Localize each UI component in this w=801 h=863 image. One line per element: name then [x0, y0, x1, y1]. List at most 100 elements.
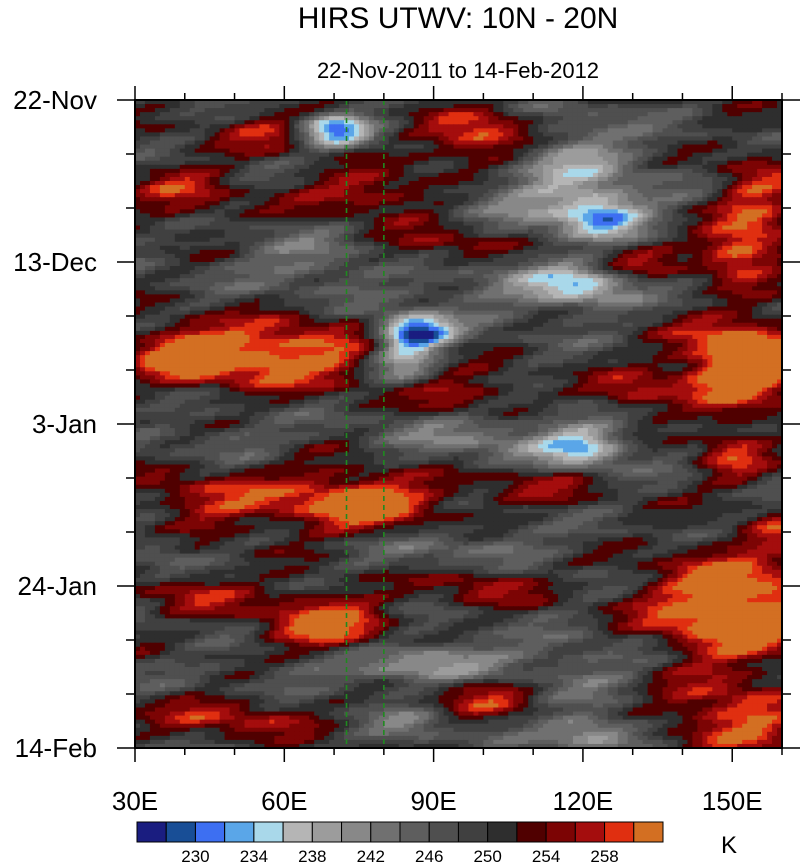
heatmap-cell [632, 229, 639, 235]
heatmap-cell [443, 237, 450, 243]
heatmap-cell [179, 144, 186, 150]
heatmap-cell [777, 237, 783, 243]
heatmap-cell [319, 172, 325, 178]
heatmap-cell [592, 148, 599, 154]
heatmap-cell [627, 160, 634, 166]
heatmap-cell [737, 185, 743, 190]
heatmap-cell [144, 253, 151, 259]
heatmap-cell [682, 176, 689, 182]
heatmap-cell [194, 100, 201, 105]
heatmap-cell [757, 132, 763, 138]
heatmap-cell [403, 225, 410, 231]
heatmap-cell [229, 225, 236, 231]
heatmap-cell [458, 213, 465, 219]
heatmap-cell [632, 156, 639, 162]
heatmap-cell [493, 225, 499, 231]
heatmap-cell [448, 176, 455, 182]
heatmap-cell [503, 181, 509, 186]
heatmap-cell [279, 164, 285, 170]
heatmap-cell [712, 245, 718, 251]
heatmap-cell [742, 176, 748, 182]
heatmap-cell [279, 245, 285, 251]
heatmap-cell [383, 104, 390, 109]
heatmap-cell [254, 205, 261, 210]
heatmap-cell [503, 148, 509, 154]
heatmap-cell [393, 245, 400, 251]
heatmap-cell [572, 205, 579, 210]
heatmap-cell [363, 237, 370, 243]
heatmap-cell [478, 128, 484, 133]
heatmap-cell [214, 197, 221, 202]
heatmap-cell [174, 205, 181, 210]
heatmap-cell [423, 233, 430, 239]
heatmap-cell [607, 197, 614, 202]
heatmap-cell [488, 193, 494, 198]
heatmap-cell [777, 168, 783, 174]
heatmap-cell [398, 172, 405, 178]
heatmap-cell [249, 233, 256, 239]
heatmap-cell [363, 245, 370, 251]
heatmap-cell [368, 209, 375, 214]
heatmap-cell [259, 124, 265, 129]
heatmap-cell [632, 221, 639, 227]
heatmap-cell [264, 241, 270, 247]
heatmap-cell [443, 156, 450, 162]
heatmap-cell [254, 112, 261, 117]
heatmap-cell [135, 172, 141, 178]
heatmap-cell [742, 148, 748, 154]
heatmap-cell [747, 164, 753, 170]
heatmap-cell [478, 193, 484, 198]
heatmap-cell [762, 181, 768, 186]
heatmap-cell [239, 205, 246, 210]
heatmap-cell [438, 213, 445, 219]
heatmap-cell [612, 181, 619, 186]
heatmap-cell [398, 112, 405, 117]
heatmap-cell [368, 193, 375, 198]
heatmap-cell [488, 108, 494, 113]
heatmap-cell [209, 148, 216, 154]
heatmap-cell [189, 249, 196, 255]
heatmap-cell [179, 140, 186, 146]
heatmap-cell [254, 104, 261, 109]
heatmap-cell [582, 148, 589, 154]
heatmap-cell [249, 144, 256, 150]
heatmap-cell [572, 233, 579, 239]
heatmap-cell [443, 132, 450, 138]
heatmap-cell [558, 189, 564, 194]
heatmap-cell [334, 108, 340, 113]
heatmap-cell [363, 249, 370, 255]
heatmap-cell [558, 245, 564, 251]
heatmap-cell [682, 181, 689, 186]
heatmap-cell [662, 237, 669, 243]
heatmap-cell [677, 181, 684, 186]
heatmap-cell [702, 237, 708, 243]
heatmap-cell [493, 160, 499, 166]
heatmap-cell [592, 245, 599, 251]
heatmap-cell [717, 168, 723, 174]
heatmap-cell [528, 181, 534, 186]
heatmap-cell [508, 172, 514, 178]
heatmap-cell [428, 152, 435, 158]
heatmap-cell [423, 249, 430, 255]
heatmap-cell [358, 205, 365, 210]
heatmap-cell [135, 181, 141, 186]
heatmap-cell [667, 172, 674, 178]
heatmap-cell [279, 124, 285, 129]
heatmap-cell [274, 124, 280, 129]
heatmap-cell [403, 140, 410, 146]
heatmap-cell [368, 116, 375, 121]
heatmap-cell [319, 176, 325, 182]
heatmap-cell [503, 108, 509, 113]
heatmap-cell [538, 128, 544, 133]
heatmap-cell [523, 124, 529, 129]
heatmap-cell [712, 140, 718, 146]
heatmap-cell [567, 197, 574, 202]
heatmap-cell [254, 108, 261, 113]
heatmap-cell [473, 237, 480, 243]
heatmap-cell [777, 181, 783, 186]
heatmap-cell [533, 108, 539, 113]
heatmap-cell [448, 233, 455, 239]
heatmap-cell [612, 112, 619, 117]
heatmap-cell [214, 116, 221, 121]
heatmap-cell [458, 221, 465, 227]
